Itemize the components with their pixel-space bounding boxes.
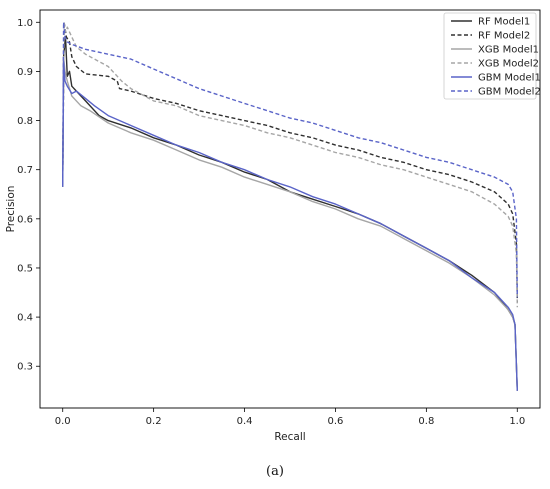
y-tick-label: 0.3 bbox=[17, 362, 33, 373]
x-tick-label: 0.4 bbox=[237, 416, 253, 427]
y-tick-label: 0.8 bbox=[17, 116, 33, 127]
series-line-rf-model1 bbox=[62, 36, 518, 391]
x-axis-label: Recall bbox=[274, 431, 305, 443]
series-line-gbm-model2 bbox=[62, 21, 518, 298]
x-tick-label: 1.0 bbox=[509, 416, 525, 427]
y-tick-label: 0.4 bbox=[17, 313, 33, 324]
legend-label: GBM Model1 bbox=[478, 73, 541, 84]
y-tick-label: 0.6 bbox=[17, 214, 33, 225]
series-line-rf-model2 bbox=[62, 21, 518, 303]
legend-label: GBM Model2 bbox=[478, 87, 541, 98]
y-tick-label: 0.5 bbox=[17, 263, 33, 274]
series-line-gbm-model1 bbox=[62, 60, 518, 391]
y-tick-label: 1.0 bbox=[17, 18, 33, 29]
series-line-xgb-model2 bbox=[62, 21, 518, 308]
y-axis-ticks: 0.3 0.4 0.5 0.6 0.7 0.8 0.9 1.0 bbox=[17, 18, 40, 373]
y-axis-label: Precision bbox=[5, 186, 17, 233]
x-tick-label: 0.8 bbox=[418, 416, 434, 427]
x-tick-label: 0.0 bbox=[55, 416, 71, 427]
precision-recall-chart: 0.0 0.2 0.4 0.6 0.8 1.0 0.3 0.4 0.5 0.6 0.7 0.8 0.9… bbox=[5, 9, 541, 443]
y-tick-label: 0.9 bbox=[17, 67, 33, 78]
legend: RF Model1 RF Model2 XGB Model1 XGB Model2 GB… bbox=[443, 12, 541, 100]
legend-label: RF Model2 bbox=[478, 31, 530, 42]
x-tick-label: 0.6 bbox=[328, 416, 344, 427]
y-tick-label: 0.7 bbox=[17, 165, 33, 176]
x-axis-ticks: 0.0 0.2 0.4 0.6 0.8 1.0 bbox=[55, 408, 525, 427]
figure-caption: (a) bbox=[266, 464, 284, 479]
legend-label: XGB Model2 bbox=[478, 59, 539, 70]
legend-label: XGB Model1 bbox=[478, 45, 539, 56]
series-layer bbox=[62, 21, 518, 391]
legend-label: RF Model1 bbox=[478, 17, 530, 28]
x-tick-label: 0.2 bbox=[146, 416, 162, 427]
